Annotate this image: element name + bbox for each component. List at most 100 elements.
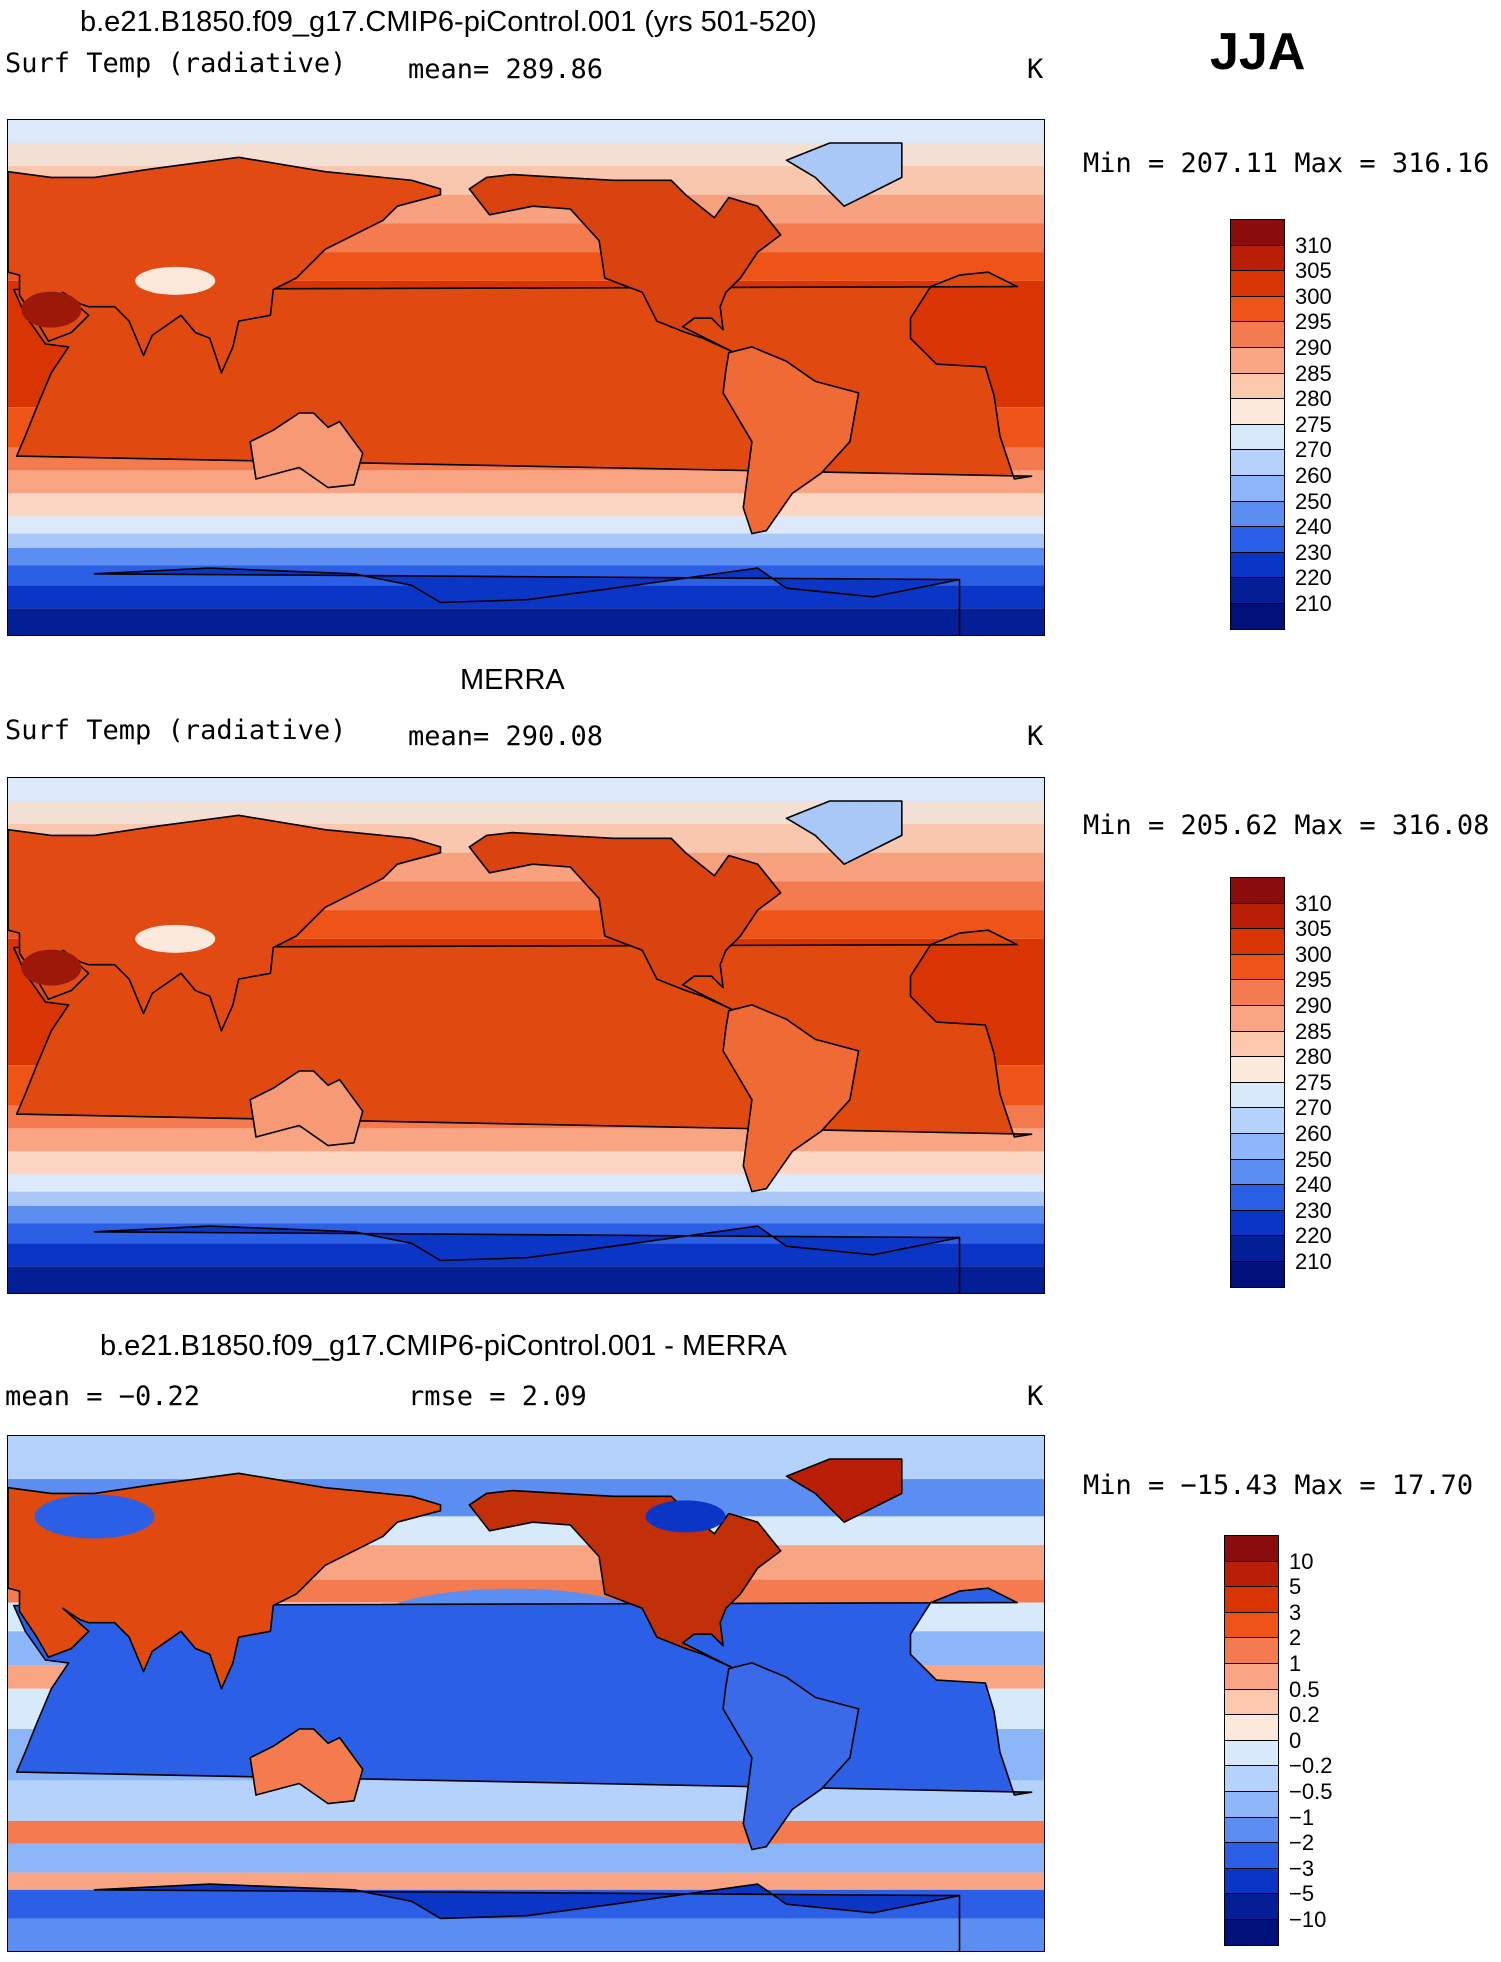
colorbar-tick-label: −10 [1289,1907,1327,1932]
coastline-eurasia [8,814,442,1032]
temperature-band [8,1151,1044,1175]
difference-band [8,1918,1044,1951]
colorbar-cell [1230,603,1285,630]
colorbar-cell [1230,577,1285,604]
temperature-band [8,608,1044,635]
coastline-eurasia [8,156,442,374]
colorbar-tick-label: −0.2 [1289,1753,1333,1779]
temperature-band [8,493,1044,517]
season-label: JJA [1210,23,1306,81]
colorbar-cell [1230,953,1285,981]
colorbar-tick-label: 295 [1295,967,1332,993]
colorbar-cell [1224,1739,1279,1767]
panel-model-map-svg [8,120,1044,635]
colorbar-cell [1230,902,1285,930]
colorbar-tick-label: 250 [1295,488,1332,514]
colorbar-cell [1230,500,1285,528]
arabia-hot-patch [21,291,82,328]
colorbar-tick-label: 220 [1295,565,1332,591]
colorbar-tick-label: 0 [1289,1727,1302,1753]
colorbar-tick-label: −2 [1289,1830,1315,1856]
colorbar-cell [1230,928,1285,955]
panel-obs-units: K [1027,721,1044,752]
colorbar-cell [1230,219,1285,246]
panel-obs-variable-label: Surf Temp (radiative) [5,715,347,746]
colorbar-tick-label: 275 [1295,1069,1332,1095]
coastline-greenland [785,142,903,207]
coastline-greenland [785,1458,903,1523]
colorbar-tick-label: 10 [1289,1548,1314,1574]
colorbar-tick-label: 260 [1295,1121,1332,1146]
panel-obs-map-svg [8,778,1044,1293]
colorbar-cell [1230,321,1285,348]
colorbar-cell [1230,877,1285,904]
colorbar-cell [1224,1611,1279,1639]
canada-cold-bias [645,1500,726,1533]
panel-model-map [7,119,1045,636]
colorbar-cell [1230,526,1285,553]
difference-band [8,1843,1044,1873]
colorbar-tick-label: −0.5 [1289,1779,1333,1804]
colorbar-tick-label: 210 [1295,591,1332,616]
coastline-greenland [785,800,903,865]
colorbar-tick-label: 280 [1295,1044,1332,1070]
temperature-band [8,547,1044,566]
tibet-cold-patch [135,266,216,295]
colorbar-tick-label: 3 [1289,1599,1302,1625]
colorbar-tick-label: 305 [1295,258,1332,284]
colorbar-cell [1230,1209,1285,1237]
panel-model-title: b.e21.B1850.f09_g17.CMIP6-piControl.001 … [80,6,817,38]
coastline-antarctica [93,1225,961,1293]
colorbar-tick-label: 285 [1295,1018,1332,1044]
temperature-band [8,120,1044,143]
colorbar-cell [1230,449,1285,476]
colorbar-tick-label: 300 [1295,283,1332,309]
panel-model-minmax: Min = 207.11 Max = 316.16 [1083,148,1490,179]
colorbar-tick-label: 270 [1295,1095,1332,1121]
panel-diff-title: b.e21.B1850.f09_g17.CMIP6-piControl.001 … [100,1330,787,1362]
colorbar-cell [1230,347,1285,374]
colorbar-cell [1230,244,1285,272]
colorbar-tick-label: 220 [1295,1223,1332,1249]
temperature-band [8,800,1044,824]
coastline-australia [249,1728,364,1805]
land-layer [8,142,1033,635]
coastline-north-america [468,1489,782,1670]
panel-diff-map [7,1435,1045,1952]
colorbar-tick-label: 240 [1295,1172,1332,1198]
colorbar-tick-label: 250 [1295,1146,1332,1172]
colorbar-tick-label: 0.2 [1289,1702,1320,1728]
colorbar-cell [1224,1867,1279,1895]
colorbar-cell [1224,1765,1279,1792]
difference-band [8,1820,1044,1844]
arabia-hot-patch [21,949,82,986]
colorbar-tick-label: 300 [1295,941,1332,967]
colorbar-tick-label: 230 [1295,539,1332,565]
colorbar-tick-label: 290 [1295,993,1332,1018]
colorbar-tick-label: 2 [1289,1625,1302,1651]
panel-diff-rmse-label: rmse = 2.09 [408,1381,587,1412]
difference-band [8,1872,1044,1890]
colorbar-tick-label: −5 [1289,1881,1315,1907]
panel-obs-minmax: Min = 205.62 Max = 316.08 [1083,810,1490,841]
temperature-band [8,1174,1044,1192]
colorbar-cell [1224,1791,1279,1818]
panel-model-variable-label: Surf Temp (radiative) [5,48,347,79]
colorbar-cell [1230,1056,1285,1083]
colorbar-cell [1230,423,1285,451]
temperature-band [8,142,1044,166]
colorbar-cell [1230,475,1285,502]
colorbar-tick-label: 1 [1289,1651,1302,1676]
colorbar-tick-label: 295 [1295,309,1332,335]
coastline-south-america [722,1004,860,1193]
colorbar-cell [1224,1893,1279,1920]
colorbar-tick-label: 280 [1295,386,1332,412]
colorbar-tick-label: −3 [1289,1855,1315,1881]
colorbar-tick-label: 260 [1295,463,1332,488]
panel-diff-units: K [1027,1381,1044,1412]
panel-model-units: K [1027,54,1044,85]
temperature-band [8,1266,1044,1293]
colorbar-tick-label: 310 [1295,890,1332,916]
land-layer [8,1458,1033,1951]
coastline-antarctica [93,567,961,635]
